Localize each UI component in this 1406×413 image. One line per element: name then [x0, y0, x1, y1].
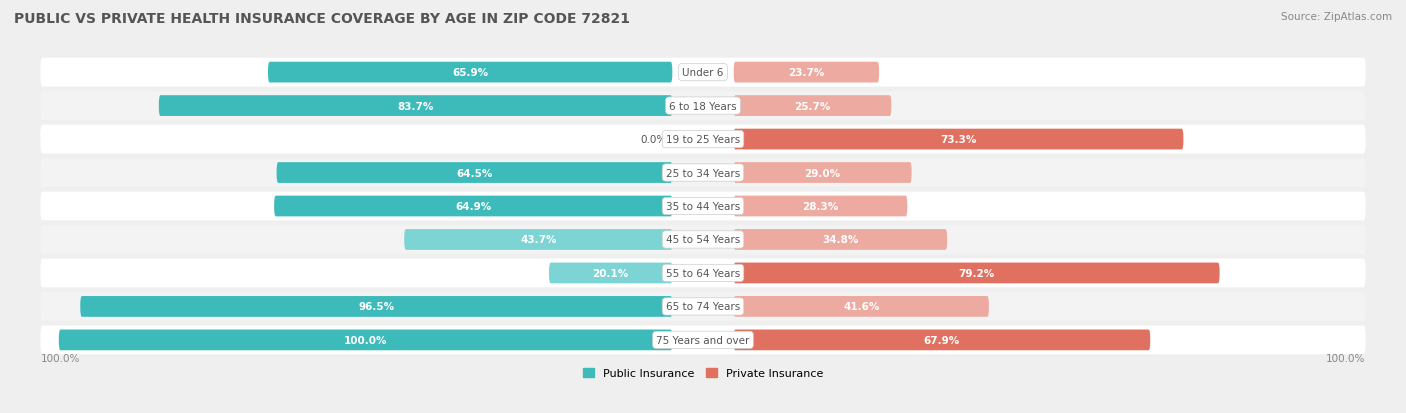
Text: 64.9%: 64.9% [456, 202, 491, 211]
FancyBboxPatch shape [41, 225, 1365, 254]
FancyBboxPatch shape [734, 296, 988, 317]
FancyBboxPatch shape [41, 126, 1365, 154]
Text: 55 to 64 Years: 55 to 64 Years [666, 268, 740, 278]
FancyBboxPatch shape [734, 129, 1184, 150]
Text: 67.9%: 67.9% [924, 335, 960, 345]
FancyBboxPatch shape [734, 96, 891, 117]
Text: 73.3%: 73.3% [941, 135, 977, 145]
FancyBboxPatch shape [80, 296, 672, 317]
Text: 19 to 25 Years: 19 to 25 Years [666, 135, 740, 145]
FancyBboxPatch shape [734, 196, 907, 217]
Text: 6 to 18 Years: 6 to 18 Years [669, 101, 737, 112]
Text: 28.3%: 28.3% [803, 202, 838, 211]
Text: 43.7%: 43.7% [520, 235, 557, 245]
FancyBboxPatch shape [734, 263, 1219, 284]
Text: PUBLIC VS PRIVATE HEALTH INSURANCE COVERAGE BY AGE IN ZIP CODE 72821: PUBLIC VS PRIVATE HEALTH INSURANCE COVER… [14, 12, 630, 26]
FancyBboxPatch shape [41, 192, 1365, 221]
FancyBboxPatch shape [734, 163, 911, 183]
FancyBboxPatch shape [41, 159, 1365, 188]
Text: 25 to 34 Years: 25 to 34 Years [666, 168, 740, 178]
Text: 23.7%: 23.7% [789, 68, 824, 78]
FancyBboxPatch shape [734, 230, 948, 250]
FancyBboxPatch shape [734, 63, 879, 83]
Text: 100.0%: 100.0% [344, 335, 387, 345]
Text: 100.0%: 100.0% [1326, 354, 1365, 363]
FancyBboxPatch shape [159, 96, 672, 117]
FancyBboxPatch shape [734, 330, 1150, 350]
Text: 34.8%: 34.8% [823, 235, 859, 245]
Text: 0.0%: 0.0% [640, 135, 666, 145]
Legend: Public Insurance, Private Insurance: Public Insurance, Private Insurance [579, 364, 827, 383]
Text: 64.5%: 64.5% [457, 168, 492, 178]
Text: 25.7%: 25.7% [794, 101, 831, 112]
Text: 75 Years and over: 75 Years and over [657, 335, 749, 345]
FancyBboxPatch shape [269, 63, 672, 83]
FancyBboxPatch shape [41, 292, 1365, 321]
FancyBboxPatch shape [274, 196, 672, 217]
FancyBboxPatch shape [41, 59, 1365, 87]
FancyBboxPatch shape [548, 263, 672, 284]
Text: 29.0%: 29.0% [804, 168, 841, 178]
Text: 100.0%: 100.0% [41, 354, 80, 363]
Text: 41.6%: 41.6% [844, 301, 880, 312]
Text: 35 to 44 Years: 35 to 44 Years [666, 202, 740, 211]
FancyBboxPatch shape [404, 230, 672, 250]
Text: 96.5%: 96.5% [359, 301, 394, 312]
Text: 79.2%: 79.2% [959, 268, 995, 278]
Text: 20.1%: 20.1% [592, 268, 628, 278]
Text: Under 6: Under 6 [682, 68, 724, 78]
Text: 65 to 74 Years: 65 to 74 Years [666, 301, 740, 312]
FancyBboxPatch shape [59, 330, 672, 350]
Text: Source: ZipAtlas.com: Source: ZipAtlas.com [1281, 12, 1392, 22]
FancyBboxPatch shape [41, 92, 1365, 121]
Text: 65.9%: 65.9% [453, 68, 488, 78]
Text: 45 to 54 Years: 45 to 54 Years [666, 235, 740, 245]
FancyBboxPatch shape [277, 163, 672, 183]
FancyBboxPatch shape [41, 259, 1365, 287]
Text: 83.7%: 83.7% [398, 101, 433, 112]
FancyBboxPatch shape [41, 326, 1365, 354]
